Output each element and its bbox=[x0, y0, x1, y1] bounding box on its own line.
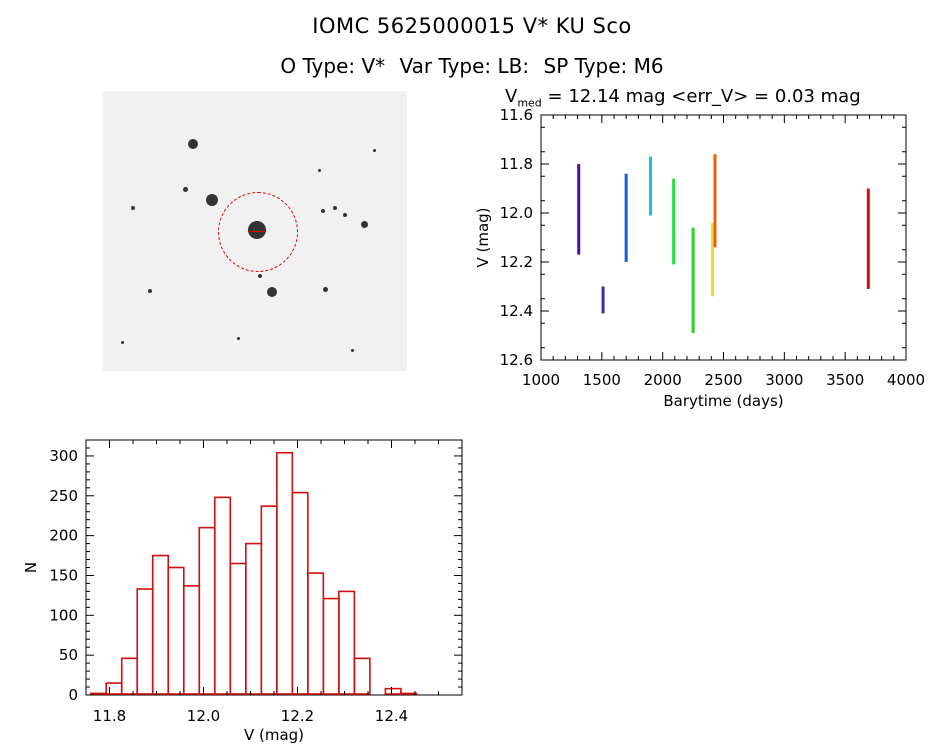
lc-y-tick-label: 11.6 bbox=[500, 106, 533, 124]
vmed-subscript: med bbox=[517, 96, 542, 110]
lc-x-tick-label: 3000 bbox=[765, 371, 803, 389]
hist-y-axis-label: N bbox=[22, 562, 40, 573]
variability-type: Var Type: LB: bbox=[399, 54, 530, 78]
hist-x-axis-label: V (mag) bbox=[244, 726, 304, 744]
lc-y-tick-label: 12.0 bbox=[500, 204, 533, 222]
histogram-bar bbox=[167, 566, 185, 695]
lc-x-tick-label: 2000 bbox=[644, 371, 682, 389]
histogram-bar bbox=[353, 657, 371, 695]
hist-y-tick-label: 100 bbox=[49, 606, 78, 624]
histogram-bar bbox=[307, 572, 325, 695]
lc-data-points bbox=[711, 222, 715, 297]
histogram-bar bbox=[151, 554, 170, 695]
sky-thumbnail-image bbox=[103, 91, 407, 371]
lc-data-points bbox=[691, 227, 695, 334]
histogram-frame bbox=[85, 439, 463, 696]
hist-x-tick-label: 11.8 bbox=[93, 707, 126, 725]
hist-y-tick-label: 200 bbox=[49, 527, 78, 545]
histogram-bar bbox=[276, 451, 294, 695]
histogram-bar bbox=[245, 542, 263, 695]
object-title: IOMC 5625000015 V* KU Sco bbox=[312, 14, 632, 38]
lc-data-points bbox=[624, 173, 628, 262]
histogram-bar bbox=[198, 526, 216, 695]
hist-y-tick-label: 50 bbox=[59, 646, 78, 664]
object-types: O Type: V* Var Type: LB: SP Type: M6 bbox=[0, 54, 944, 78]
lc-data-points bbox=[713, 154, 717, 248]
lc-x-tick-label: 2500 bbox=[704, 371, 742, 389]
hist-x-tick-label: 12.4 bbox=[375, 707, 408, 725]
lc-x-axis-label: Barytime (days) bbox=[663, 392, 783, 410]
histogram-bar bbox=[291, 491, 309, 695]
hist-y-tick-label: 0 bbox=[68, 686, 78, 704]
lc-y-tick-label: 12.2 bbox=[500, 253, 533, 271]
lc-data-points bbox=[672, 178, 676, 265]
histogram-bar bbox=[182, 585, 201, 695]
lc-y-axis-label: V (mag) bbox=[474, 207, 492, 267]
object-type: O Type: V* bbox=[280, 54, 386, 78]
histogram-bar bbox=[400, 692, 418, 695]
lightcurve-frame bbox=[540, 114, 907, 361]
light-curve-title: Vmed = 12.14 mag <err_V> = 0.03 mag bbox=[505, 86, 861, 110]
histogram-bar bbox=[260, 505, 278, 695]
lc-x-tick-label: 3500 bbox=[826, 371, 864, 389]
lc-data-points bbox=[577, 164, 581, 255]
hist-x-tick-label: 12.0 bbox=[187, 707, 220, 725]
histogram-bar bbox=[384, 687, 402, 695]
histogram-bar bbox=[136, 588, 154, 695]
lc-x-tick-label: 1000 bbox=[522, 371, 560, 389]
hist-x-tick-label: 12.2 bbox=[281, 707, 314, 725]
vmed-symbol: V bbox=[505, 86, 518, 107]
lc-y-tick-label: 11.8 bbox=[500, 155, 533, 173]
histogram-bar bbox=[120, 657, 139, 695]
histogram-bar bbox=[322, 597, 340, 695]
vmed-value: = 12.14 mag <err_V> = 0.03 mag bbox=[541, 86, 861, 107]
histogram-bar bbox=[105, 682, 123, 695]
lc-y-tick-label: 12.4 bbox=[500, 302, 533, 320]
spectral-type: SP Type: M6 bbox=[543, 54, 664, 78]
lc-x-tick-label: 1500 bbox=[583, 371, 621, 389]
lc-x-tick-label: 4000 bbox=[887, 371, 925, 389]
lc-data-points bbox=[649, 156, 652, 216]
histogram-bar bbox=[229, 562, 247, 695]
histogram-bar bbox=[89, 692, 108, 695]
histogram-bar bbox=[338, 590, 356, 695]
lc-y-tick-label: 12.6 bbox=[500, 351, 533, 369]
hist-y-tick-label: 250 bbox=[49, 487, 78, 505]
hist-y-tick-label: 150 bbox=[49, 566, 78, 584]
lc-data-points bbox=[601, 286, 605, 314]
hist-y-tick-label: 300 bbox=[49, 447, 78, 465]
histogram-bar bbox=[213, 496, 232, 695]
lc-data-points bbox=[866, 188, 870, 289]
